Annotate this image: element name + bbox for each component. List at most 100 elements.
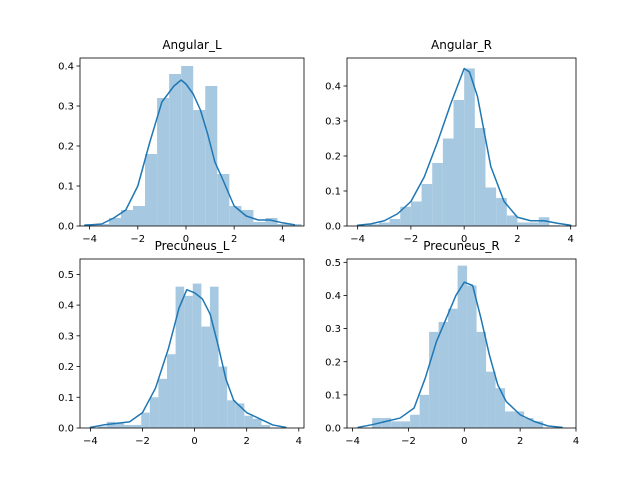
histogram-bar bbox=[514, 411, 525, 428]
plot-area bbox=[356, 67, 572, 226]
histogram-bar bbox=[96, 224, 109, 226]
histogram-bar bbox=[120, 210, 133, 226]
y-tick-label: 0.3 bbox=[325, 117, 341, 128]
y-tick-label: 0.1 bbox=[58, 182, 74, 193]
histogram-bar bbox=[108, 218, 121, 226]
y-tick-label: 0.2 bbox=[325, 152, 341, 163]
histogram-bar bbox=[261, 424, 271, 428]
histogram-bar bbox=[209, 286, 219, 428]
histogram-bar bbox=[132, 206, 146, 226]
axes-frame bbox=[79, 57, 305, 227]
plot-area bbox=[89, 283, 287, 428]
y-tick-label: 0.1 bbox=[325, 390, 341, 401]
x-tick-label: 4 bbox=[296, 436, 302, 447]
histogram-bar bbox=[486, 371, 496, 428]
x-tick-label: 2 bbox=[231, 234, 237, 245]
y-tick-label: 0.4 bbox=[325, 291, 341, 302]
histogram-bar bbox=[505, 411, 515, 428]
chart-panel-1: −4 −2 0 2 4 0.0 0.1 0.2 0.3 0.4 Angular_L bbox=[58, 38, 305, 245]
histogram-bar bbox=[106, 421, 116, 428]
x-tick-label: 2 bbox=[244, 436, 250, 447]
histogram-bar bbox=[181, 66, 194, 226]
y-tick-label: 0.2 bbox=[58, 362, 74, 373]
histogram-bar bbox=[253, 222, 266, 226]
histogram-bar bbox=[464, 68, 475, 226]
histogram-bar bbox=[538, 217, 550, 226]
x-tick-label: −4 bbox=[345, 436, 360, 447]
histogram-bar bbox=[157, 98, 170, 226]
kde-line bbox=[89, 288, 287, 428]
histogram-bar bbox=[410, 201, 422, 226]
kde-line bbox=[356, 67, 572, 226]
histogram-bar bbox=[506, 215, 518, 226]
histogram-bar bbox=[229, 206, 242, 226]
plot-area bbox=[84, 66, 302, 226]
histogram-bar bbox=[124, 424, 133, 428]
chart-panel-2: −4 −2 0 2 4 0.0 0.1 0.2 0.3 0.4 Angular_R bbox=[325, 38, 577, 245]
x-tick-label: 0 bbox=[461, 436, 467, 447]
histogram-bar bbox=[218, 366, 228, 428]
x-tick-label: 4 bbox=[279, 234, 285, 245]
y-tick-label: 0.5 bbox=[325, 258, 341, 269]
y-tick-label: 0.1 bbox=[58, 393, 74, 404]
x-tick-label: 0 bbox=[183, 234, 189, 245]
histogram-bar bbox=[265, 218, 278, 226]
y-tick-label: 0.4 bbox=[325, 82, 341, 93]
y-tick-label: 0.0 bbox=[58, 222, 74, 233]
histogram-bar bbox=[476, 331, 487, 428]
y-tick-label: 0.4 bbox=[58, 62, 74, 73]
histogram-bar bbox=[517, 222, 529, 226]
histogram-bar bbox=[495, 388, 506, 428]
histogram-bar bbox=[438, 321, 449, 428]
histogram-bar bbox=[368, 224, 379, 226]
histogram-bar bbox=[474, 128, 486, 226]
axes-frame bbox=[79, 258, 305, 429]
histogram-bar bbox=[496, 198, 507, 226]
histogram-bar bbox=[533, 421, 544, 428]
y-tick-label: 0.4 bbox=[58, 301, 74, 312]
histogram-bar bbox=[400, 206, 411, 226]
y-tick-label: 0.5 bbox=[58, 270, 74, 281]
histogram-bar bbox=[193, 110, 206, 226]
y-tick-label: 0.3 bbox=[58, 331, 74, 342]
x-tick-label: 4 bbox=[567, 234, 573, 245]
x-tick-label: −2 bbox=[404, 234, 419, 245]
histogram-bar bbox=[227, 400, 236, 428]
histogram-bar bbox=[467, 285, 477, 428]
axes-frame bbox=[346, 258, 577, 429]
histogram-bar bbox=[289, 224, 302, 226]
histogram-bar bbox=[169, 74, 182, 226]
histogram-bar bbox=[378, 222, 390, 226]
histogram-bar bbox=[184, 295, 193, 428]
histogram-bar bbox=[192, 283, 202, 428]
histogram-bar bbox=[158, 378, 167, 428]
x-tick-label: −2 bbox=[135, 436, 150, 447]
axes-frame bbox=[346, 57, 577, 227]
histogram-bar bbox=[381, 418, 392, 428]
histogram-bar bbox=[410, 414, 420, 428]
histogram-bar bbox=[453, 100, 465, 226]
histogram-bar bbox=[524, 418, 534, 428]
histogram-bar bbox=[277, 224, 290, 226]
x-tick-label: 2 bbox=[517, 436, 523, 447]
histogram-bar bbox=[115, 423, 125, 428]
histogram-bar bbox=[389, 219, 401, 226]
histogram-bar bbox=[391, 421, 401, 428]
y-tick-label: 0.1 bbox=[325, 187, 341, 198]
histogram-bar bbox=[141, 412, 150, 428]
histogram-bar bbox=[432, 163, 443, 226]
histogram-bar bbox=[457, 265, 468, 428]
histogram-bar bbox=[98, 426, 107, 428]
kde-line bbox=[84, 79, 296, 226]
y-tick-label: 0.3 bbox=[58, 102, 74, 113]
histogram-bar bbox=[201, 326, 210, 428]
x-tick-label: −2 bbox=[130, 234, 145, 245]
histogram-bar bbox=[244, 415, 253, 428]
chart-title: Precuneus_L bbox=[155, 239, 230, 253]
x-tick-label: 0 bbox=[461, 234, 467, 245]
histogram-bar bbox=[166, 354, 176, 428]
chart-title: Angular_R bbox=[431, 38, 492, 52]
histogram-bar bbox=[429, 331, 439, 428]
histogram-bar bbox=[145, 154, 158, 226]
